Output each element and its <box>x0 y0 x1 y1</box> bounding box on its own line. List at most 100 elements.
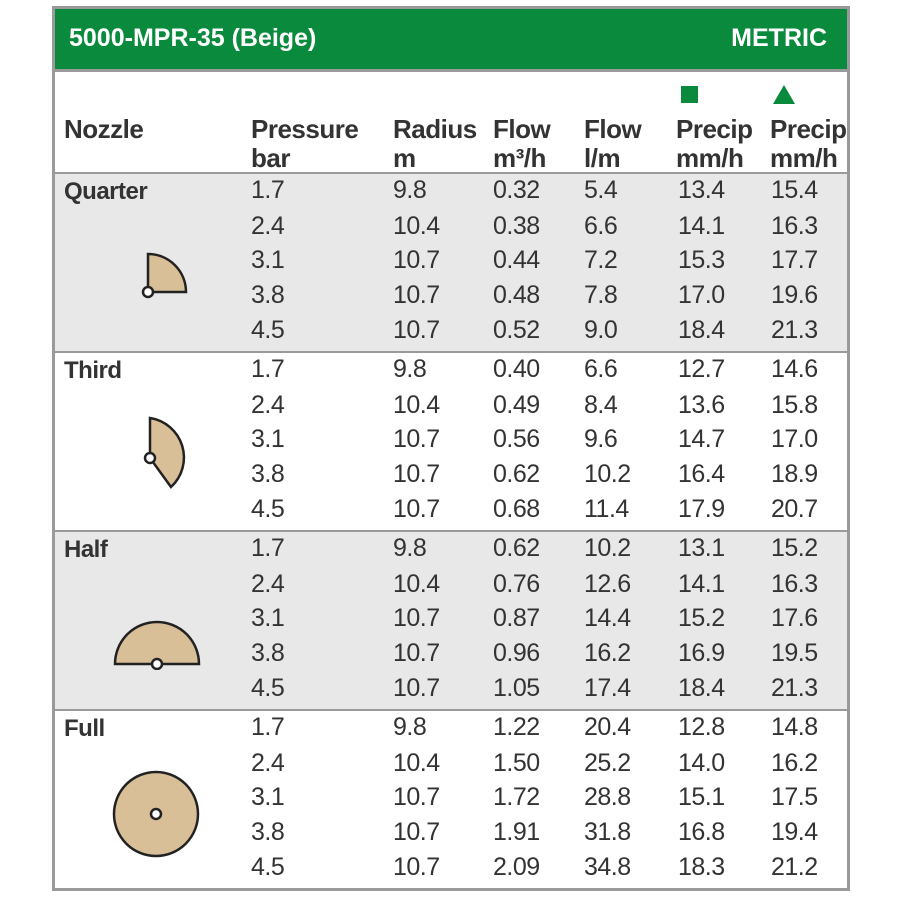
triangle-symbol-icon <box>773 85 795 104</box>
flow-m3h-cell: 1.05 <box>493 674 540 702</box>
radius-cell: 10.7 <box>393 281 440 309</box>
radius-cell: 9.8 <box>393 355 427 383</box>
pressure-cell: 3.1 <box>251 604 285 632</box>
flow-lm-cell: 10.2 <box>584 534 631 562</box>
precip-triangle-cell: 15.8 <box>771 391 818 419</box>
pressure-cell: 2.4 <box>251 391 285 419</box>
flow-m3h-cell: 1.91 <box>493 818 540 846</box>
radius-cell: 9.8 <box>393 534 427 562</box>
precip-triangle-cell: 16.3 <box>771 570 818 598</box>
flow-m3h-cell: 0.62 <box>493 534 540 562</box>
header-flow-m3h-label: Flow <box>493 114 551 144</box>
precip-triangle-cell: 17.7 <box>771 246 818 274</box>
precip-square-cell: 12.8 <box>678 713 725 741</box>
pressure-cell: 3.8 <box>251 639 285 667</box>
product-title: 5000-MPR-35 (Beige) <box>69 24 317 52</box>
flow-m3h-cell: 1.22 <box>493 713 540 741</box>
flow-m3h-cell: 0.76 <box>493 570 540 598</box>
nozzle-name: Quarter <box>64 178 148 205</box>
flow-m3h-cell: 0.32 <box>493 176 540 204</box>
precip-square-cell: 17.9 <box>678 495 725 523</box>
flow-lm-cell: 20.4 <box>584 713 631 741</box>
header-flow-lm: Flow l/m <box>584 114 642 173</box>
spec-table: 5000-MPR-35 (Beige) METRIC Nozzle Pressu… <box>52 6 850 891</box>
nozzle-group-quarter: Quarter 1.7 9.8 0.32 5.4 13.4 15.4 2.4 10.4 0.38 6… <box>55 172 847 351</box>
precip-triangle-cell: 19.6 <box>771 281 818 309</box>
precip-square-cell: 16.8 <box>678 818 725 846</box>
radius-cell: 9.8 <box>393 176 427 204</box>
precip-triangle-cell: 17.5 <box>771 783 818 811</box>
column-header-row: Nozzle Pressure bar Radius m Flow m³/h F… <box>55 69 847 175</box>
radius-cell: 9.8 <box>393 713 427 741</box>
flow-lm-cell: 8.4 <box>584 391 618 419</box>
flow-m3h-cell: 0.48 <box>493 281 540 309</box>
pressure-cell: 4.5 <box>251 674 285 702</box>
header-precip-triangle-unit: mm/h <box>770 143 838 173</box>
radius-cell: 10.7 <box>393 495 440 523</box>
precip-triangle-cell: 19.5 <box>771 639 818 667</box>
radius-cell: 10.4 <box>393 749 440 777</box>
radius-cell: 10.7 <box>393 783 440 811</box>
pressure-cell: 3.8 <box>251 281 285 309</box>
header-flow-m3h: Flow m³/h <box>493 114 551 173</box>
flow-lm-cell: 6.6 <box>584 212 618 240</box>
precip-square-cell: 13.1 <box>678 534 725 562</box>
precip-triangle-cell: 21.2 <box>771 853 818 881</box>
flow-m3h-cell: 0.87 <box>493 604 540 632</box>
pressure-cell: 3.1 <box>251 783 285 811</box>
header-pressure: Pressure bar <box>251 114 359 173</box>
precip-square-cell: 13.6 <box>678 391 725 419</box>
header-radius-unit: m <box>393 143 416 173</box>
pressure-cell: 1.7 <box>251 713 285 741</box>
radius-cell: 10.7 <box>393 425 440 453</box>
precip-square-cell: 18.4 <box>678 316 725 344</box>
header-pressure-label: Pressure <box>251 114 359 144</box>
precip-triangle-cell: 15.2 <box>771 534 818 562</box>
pressure-cell: 3.8 <box>251 460 285 488</box>
flow-m3h-cell: 0.49 <box>493 391 540 419</box>
header-flow-m3h-unit: m³/h <box>493 143 546 173</box>
radius-cell: 10.7 <box>393 853 440 881</box>
flow-m3h-cell: 0.62 <box>493 460 540 488</box>
half-arc-icon <box>113 618 203 675</box>
precip-triangle-cell: 17.6 <box>771 604 818 632</box>
header-nozzle: Nozzle <box>64 114 144 144</box>
nozzle-name: Full <box>64 715 105 742</box>
precip-triangle-cell: 20.7 <box>771 495 818 523</box>
radius-cell: 10.7 <box>393 674 440 702</box>
nozzle-name: Half <box>64 536 108 563</box>
radius-cell: 10.7 <box>393 818 440 846</box>
flow-lm-cell: 9.6 <box>584 425 618 453</box>
nozzle-name: Third <box>64 357 122 384</box>
flow-m3h-cell: 0.96 <box>493 639 540 667</box>
flow-lm-cell: 7.2 <box>584 246 618 274</box>
pressure-cell: 4.5 <box>251 853 285 881</box>
pressure-cell: 1.7 <box>251 355 285 383</box>
precip-triangle-cell: 16.2 <box>771 749 818 777</box>
precip-triangle-cell: 15.4 <box>771 176 818 204</box>
header-flow-lm-label: Flow <box>584 114 642 144</box>
flow-m3h-cell: 1.72 <box>493 783 540 811</box>
header-radius: Radius m <box>393 115 477 173</box>
precip-square-cell: 15.1 <box>678 783 725 811</box>
pressure-cell: 2.4 <box>251 570 285 598</box>
radius-cell: 10.7 <box>393 460 440 488</box>
nozzle-group-third: Third 1.7 9.8 0.40 6.6 12.7 14.6 2.4 10.4 0.49 8.4… <box>55 351 847 530</box>
radius-cell: 10.4 <box>393 391 440 419</box>
flow-m3h-cell: 0.38 <box>493 212 540 240</box>
flow-m3h-cell: 0.44 <box>493 246 540 274</box>
pressure-cell: 3.1 <box>251 425 285 453</box>
flow-lm-cell: 25.2 <box>584 749 631 777</box>
precip-triangle-cell: 17.0 <box>771 425 818 453</box>
header-precip-triangle-label: Precip <box>770 114 847 144</box>
radius-cell: 10.7 <box>393 246 440 274</box>
flow-lm-cell: 31.8 <box>584 818 631 846</box>
precip-square-cell: 17.0 <box>678 281 725 309</box>
radius-cell: 10.4 <box>393 212 440 240</box>
pressure-cell: 1.7 <box>251 534 285 562</box>
precip-triangle-cell: 14.6 <box>771 355 818 383</box>
precip-square-cell: 14.0 <box>678 749 725 777</box>
pressure-cell: 3.1 <box>251 246 285 274</box>
pressure-cell: 2.4 <box>251 749 285 777</box>
flow-m3h-cell: 0.52 <box>493 316 540 344</box>
